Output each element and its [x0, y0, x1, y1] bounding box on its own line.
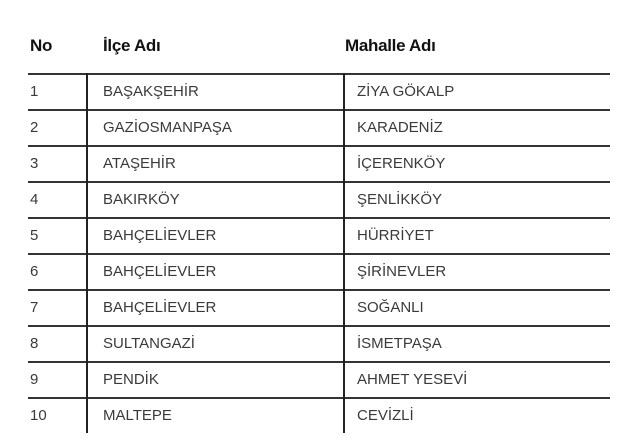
district-cell: BAHÇELİEVLER: [103, 263, 217, 280]
header-district: İlçe Adı: [103, 36, 161, 55]
header-neighborhood: Mahalle Adı: [345, 36, 436, 55]
table-row: 4 BAKIRKÖY ŞENLİKKÖY: [28, 181, 610, 217]
row-number: 9: [30, 371, 39, 388]
district-cell: BAŞAKŞEHİR: [103, 83, 199, 100]
row-number: 1: [30, 83, 39, 100]
district-cell: PENDİK: [103, 371, 159, 388]
district-cell: GAZİOSMANPAŞA: [103, 119, 232, 136]
district-cell: ATAŞEHİR: [103, 155, 176, 172]
district-cell: BAHÇELİEVLER: [103, 299, 217, 316]
district-cell: MALTEPE: [103, 407, 172, 424]
neighborhood-cell: İÇERENKÖY: [357, 155, 446, 172]
table-row: 5 BAHÇELİEVLER HÜRRİYET: [28, 217, 610, 253]
district-cell: SULTANGAZİ: [103, 335, 195, 352]
row-number: 10: [30, 407, 47, 424]
neighborhood-cell: SOĞANLI: [357, 299, 424, 316]
table-row: 2 GAZİOSMANPAŞA KARADENİZ: [28, 109, 610, 145]
table-row: 7 BAHÇELİEVLER SOĞANLI: [28, 289, 610, 325]
neighborhood-cell: ŞENLİKKÖY: [357, 191, 443, 208]
neighborhood-cell: HÜRRİYET: [357, 227, 434, 244]
row-number: 6: [30, 263, 39, 280]
neighborhood-cell: KARADENİZ: [357, 119, 443, 136]
column-divider: [343, 73, 345, 433]
table-row: 10 MALTEPE CEVİZLİ: [28, 397, 610, 433]
district-cell: BAKIRKÖY: [103, 191, 180, 208]
neighborhood-cell: CEVİZLİ: [357, 407, 414, 424]
column-divider: [86, 73, 88, 433]
table-row: 1 BAŞAKŞEHİR ZİYA GÖKALP: [28, 73, 610, 109]
table-row: 3 ATAŞEHİR İÇERENKÖY: [28, 145, 610, 181]
neighborhood-cell: ZİYA GÖKALP: [357, 83, 455, 100]
row-number: 3: [30, 155, 39, 172]
row-number: 7: [30, 299, 39, 316]
neighborhood-cell: ŞİRİNEVLER: [357, 263, 447, 280]
row-number: 2: [30, 119, 39, 136]
neighborhood-cell: AHMET YESEVİ: [357, 371, 468, 388]
table-row: 6 BAHÇELİEVLER ŞİRİNEVLER: [28, 253, 610, 289]
table: 1 BAŞAKŞEHİR ZİYA GÖKALP 2 GAZİOSMANPAŞA KARA…: [28, 73, 610, 433]
neighborhood-cell: İSMETPAŞA: [357, 335, 442, 352]
table-row: 9 PENDİK AHMET YESEVİ: [28, 361, 610, 397]
district-cell: BAHÇELİEVLER: [103, 227, 217, 244]
row-number: 5: [30, 227, 39, 244]
row-number: 4: [30, 191, 39, 208]
row-number: 8: [30, 335, 39, 352]
table-row: 8 SULTANGAZİ İSMETPAŞA: [28, 325, 610, 361]
header-no: No: [30, 36, 53, 55]
